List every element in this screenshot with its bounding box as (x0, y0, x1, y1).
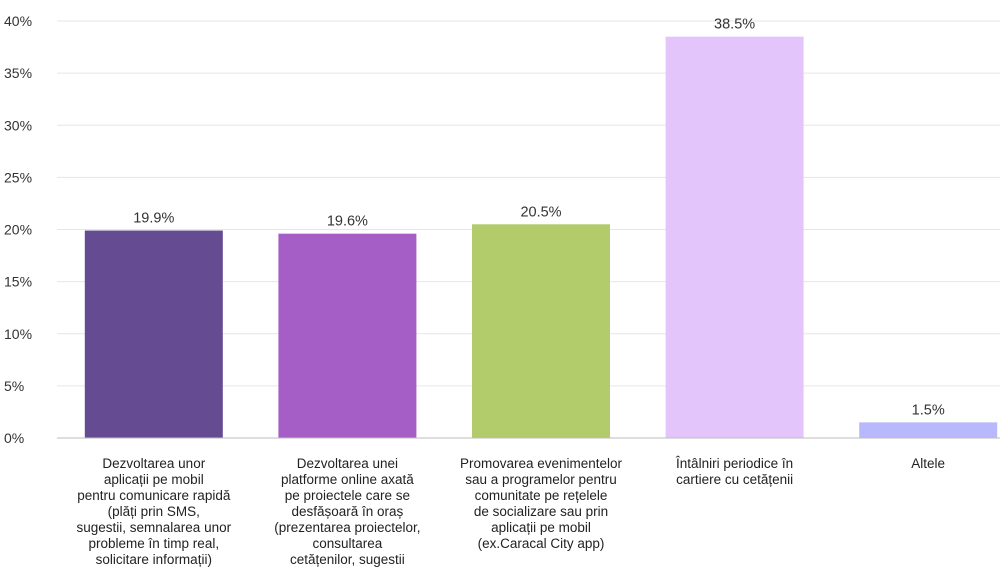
y-tick-label: 25% (4, 169, 32, 185)
data-label: 1.5% (912, 402, 945, 418)
x-category-label: Dezvoltarea unor aplicații pe mobil pent… (76, 456, 232, 567)
x-category-label: Întâlniri periodice în cartiere cu cetăț… (676, 456, 794, 487)
y-tick-label: 40% (4, 13, 32, 29)
bar (665, 36, 804, 438)
x-category-label: Altele (911, 456, 946, 471)
x-category-label: Promovarea evenimentelor sau a programel… (459, 456, 623, 551)
y-axis-ticks: 0% 5% 10% 15% 20% 25% 30% 35% 40% (4, 13, 32, 446)
y-tick-label: 15% (4, 274, 32, 290)
bar (859, 422, 998, 438)
y-tick-label: 5% (4, 378, 24, 394)
bar (472, 224, 610, 438)
y-tick-label: 10% (4, 326, 32, 342)
y-tick-label: 0% (4, 430, 24, 446)
x-category-label: Dezvoltarea unei platforme online axată … (274, 456, 421, 567)
bar (84, 230, 223, 438)
y-tick-label: 35% (4, 65, 32, 81)
y-tick-label: 20% (4, 222, 32, 238)
data-label: 20.5% (520, 204, 561, 220)
data-labels: 19.9% 19.6% 20.5% 38.5% 1.5% (133, 17, 945, 419)
bar (278, 233, 417, 438)
y-tick-label: 30% (4, 117, 32, 133)
data-label: 19.6% (327, 214, 368, 230)
data-label: 38.5% (714, 17, 755, 33)
bars (84, 36, 998, 438)
data-label: 19.9% (133, 211, 174, 227)
